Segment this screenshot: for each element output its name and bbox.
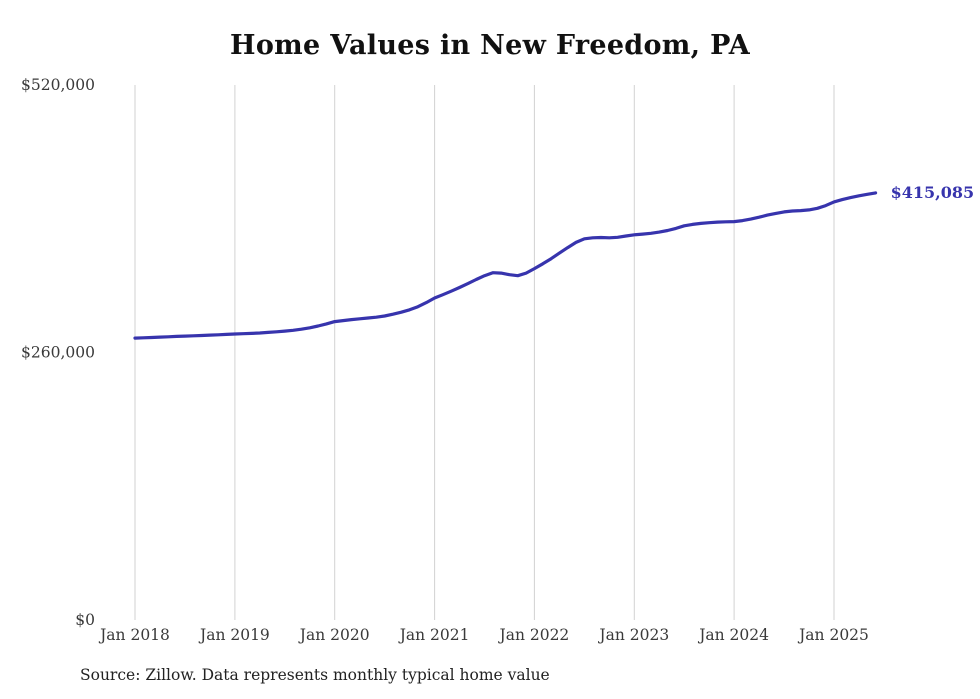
x-axis-tick-label: Jan 2018 (98, 626, 170, 644)
source-note: Source: Zillow. Data represents monthly … (80, 666, 550, 684)
y-axis-tick-label: $520,000 (21, 76, 95, 94)
latest-value-label: $415,085 (891, 183, 975, 202)
x-axis-tick-label: Jan 2025 (797, 626, 869, 644)
x-axis-tick-label: Jan 2020 (298, 626, 370, 644)
x-axis-tick-label: Jan 2024 (697, 626, 769, 644)
y-axis-tick-label: $260,000 (21, 344, 95, 362)
home-value-line-series (133, 191, 878, 340)
x-axis-tick-label: Jan 2022 (497, 626, 569, 644)
x-axis-tick-label: Jan 2021 (398, 626, 470, 644)
chart-title: Home Values in New Freedom, PA (230, 30, 750, 61)
x-axis-tick-label: Jan 2019 (198, 626, 270, 644)
x-axis-tick-label: Jan 2023 (597, 626, 669, 644)
y-axis-tick-label: $0 (75, 611, 95, 629)
